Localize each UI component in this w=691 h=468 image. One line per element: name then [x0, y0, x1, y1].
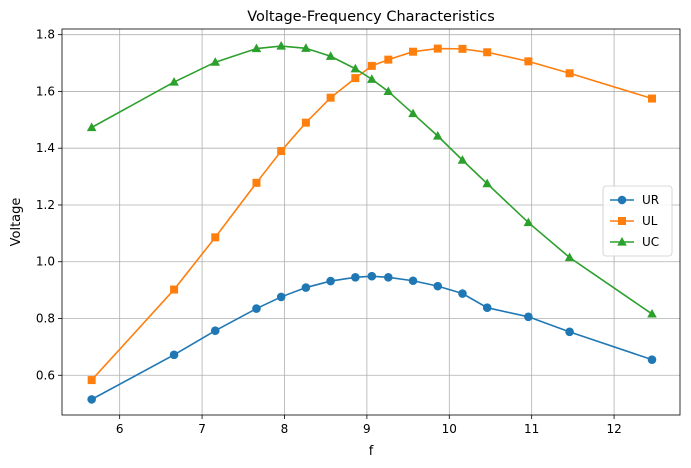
- data-point-ur: [326, 276, 335, 286]
- data-point-ul: [252, 178, 261, 187]
- data-point-uc: [251, 43, 262, 53]
- data-point-uc: [169, 77, 179, 86]
- data-point-uc: [647, 308, 657, 318]
- data-point-uc: [86, 122, 97, 132]
- series-ul: [87, 44, 656, 385]
- data-point-ul: [524, 57, 533, 66]
- legend-marker-ur: [617, 195, 627, 205]
- data-point-uc: [457, 155, 468, 164]
- data-point-ur: [433, 281, 443, 291]
- data-point-ur: [87, 395, 96, 404]
- data-point-ur: [252, 304, 261, 313]
- data-point-ul: [351, 74, 360, 83]
- data-point-uc: [523, 217, 534, 227]
- legend-label-uc: UC: [642, 235, 659, 249]
- data-point-uc: [210, 57, 221, 66]
- x-tick-label: 9: [363, 422, 371, 436]
- data-point-ur: [565, 327, 574, 337]
- data-point-uc: [564, 252, 575, 262]
- x-axis-label: f: [369, 444, 374, 459]
- data-point-ul: [647, 94, 656, 103]
- ticks: 6 7 8 9 10 11 12 0.6 0.8 1.0 1.2 1.4 1.6 1.8: [36, 28, 622, 436]
- y-tick-label: 1.2: [36, 198, 55, 212]
- chart-title: Voltage-Frequency Characteristics: [247, 9, 495, 25]
- data-point-ul: [565, 69, 574, 78]
- y-tick-label: 1.6: [36, 84, 55, 98]
- legend-label-ur: UR: [642, 193, 659, 207]
- y-tick-label: 1.0: [36, 255, 55, 269]
- data-point-uc: [408, 108, 418, 118]
- data-point-uc: [367, 74, 377, 83]
- data-point-ul: [87, 376, 96, 385]
- data-point-uc: [432, 131, 443, 140]
- data-point-ul: [409, 47, 418, 56]
- data-point-ul: [458, 44, 467, 53]
- data-point-uc: [482, 178, 492, 188]
- data-point-ur: [367, 271, 377, 281]
- data-point-ur: [384, 273, 393, 282]
- data-point-ur: [169, 350, 179, 360]
- data-point-ur: [408, 276, 418, 286]
- series-ur: [87, 271, 657, 404]
- data-point-ur: [351, 273, 360, 282]
- data-point-ur: [276, 292, 286, 302]
- data-point-ur: [458, 289, 467, 298]
- data-point-ul: [367, 61, 376, 70]
- y-tick-label: 0.6: [36, 368, 55, 382]
- y-axis-label: Voltage: [9, 198, 24, 247]
- y-tick-label: 0.8: [36, 312, 55, 326]
- y-tick-label: 1.8: [36, 28, 55, 42]
- data-point-ul: [170, 285, 179, 294]
- y-tick-label: 1.4: [36, 141, 55, 155]
- x-tick-label: 11: [524, 422, 539, 436]
- data-point-ul: [277, 147, 286, 156]
- series-line-ur: [91, 275, 653, 401]
- x-tick-label: 8: [281, 422, 289, 436]
- grid: [62, 29, 680, 415]
- data-point-uc: [383, 86, 394, 96]
- x-tick-label: 6: [116, 422, 124, 436]
- data-point-ul: [211, 233, 220, 242]
- data-point-ur: [524, 312, 533, 322]
- data-point-uc: [301, 43, 311, 52]
- data-point-ur: [482, 303, 492, 313]
- data-point-ur: [647, 355, 657, 364]
- series-layer: [86, 41, 657, 404]
- x-tick-label: 10: [442, 422, 457, 436]
- legend-marker-uc: [617, 237, 627, 246]
- plot-frame: [61, 28, 681, 416]
- legend: UR UL UC: [602, 185, 673, 257]
- legend-label-ul: UL: [642, 214, 658, 228]
- data-point-ur: [210, 326, 220, 336]
- data-point-ul: [483, 48, 492, 57]
- x-tick-label: 12: [606, 422, 621, 436]
- data-point-ul: [326, 93, 335, 102]
- data-point-ul: [301, 118, 310, 127]
- legend-marker-ul: [618, 217, 626, 225]
- series-uc: [86, 41, 657, 318]
- data-point-ul: [384, 55, 393, 64]
- data-point-ur: [301, 283, 311, 292]
- data-point-ul: [433, 44, 442, 53]
- data-point-uc: [276, 41, 286, 50]
- data-point-uc: [350, 63, 361, 73]
- x-tick-label: 7: [198, 422, 206, 436]
- data-point-uc: [325, 51, 336, 60]
